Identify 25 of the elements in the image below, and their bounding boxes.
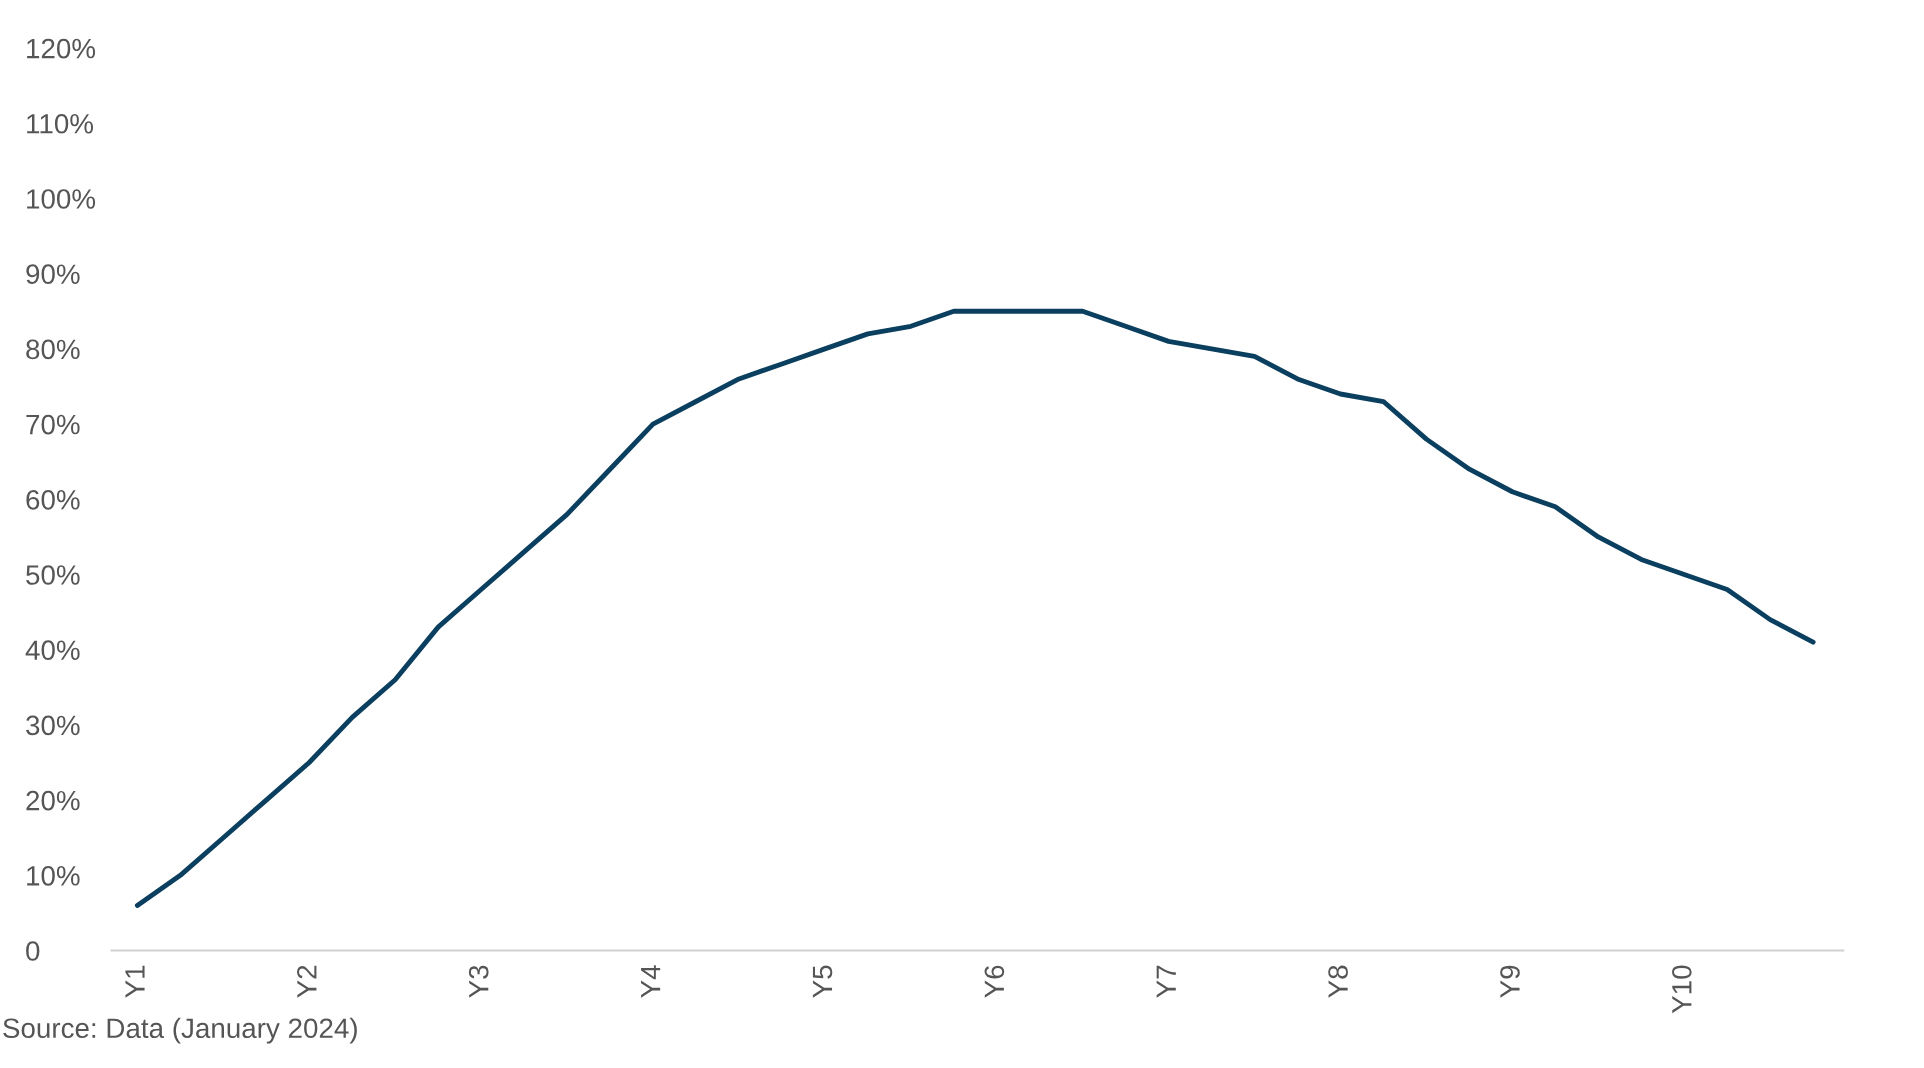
source-note: Source: Data (January 2024) bbox=[3, 1017, 357, 1044]
x-tick-label: Y5 bbox=[812, 965, 833, 998]
y-tick-label: 40% bbox=[25, 640, 80, 661]
y-tick-label: 10% bbox=[27, 865, 80, 886]
y-tick-label: 90% bbox=[26, 264, 80, 285]
x-tick-label: Y1 bbox=[125, 965, 145, 998]
y-tick-label: 120% bbox=[27, 38, 96, 59]
y-tick-label: 110% bbox=[27, 113, 94, 134]
y-tick-label: 70% bbox=[26, 414, 80, 435]
x-tick-label: Y6 bbox=[984, 965, 1005, 998]
y-tick-label: 20% bbox=[26, 790, 80, 811]
x-tick-label: Y2 bbox=[297, 965, 317, 998]
x-tick-label: Y10 bbox=[1672, 965, 1692, 1014]
y-tick-label: 30% bbox=[26, 715, 80, 736]
y-tick-label: 80% bbox=[26, 339, 80, 360]
x-tick-label: Y7 bbox=[1156, 965, 1176, 998]
y-tick-label: 0 bbox=[26, 941, 40, 961]
y-tick-label: 100% bbox=[27, 189, 96, 209]
line-series bbox=[134, 308, 1816, 908]
x-tick-label: Y4 bbox=[641, 965, 661, 998]
x-tick-label: Y8 bbox=[1328, 965, 1348, 998]
x-tick-label: Y9 bbox=[1500, 965, 1520, 998]
y-tick-label: 50% bbox=[26, 565, 80, 585]
y-tick-label: 60% bbox=[26, 489, 80, 510]
x-tick-label: Y3 bbox=[468, 965, 489, 998]
